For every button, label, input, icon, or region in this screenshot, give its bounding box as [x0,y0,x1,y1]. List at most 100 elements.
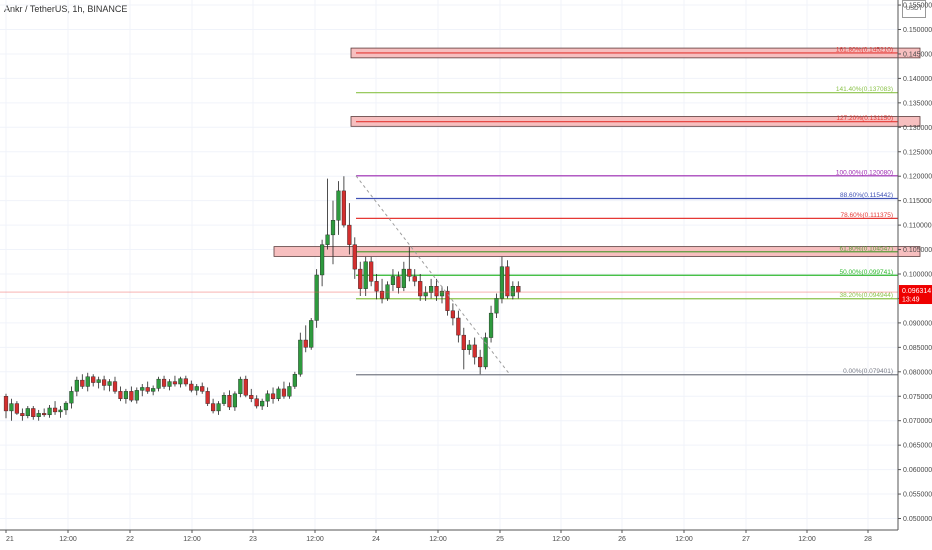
candle-body [194,386,199,391]
y-tick-label: 0.155000 [903,3,932,10]
candle-body [418,281,423,297]
y-axis: 0.050000 0.055000 0.060000 0.065000 0.070000… [897,0,932,530]
candle-body [472,344,477,358]
current-price-label: 0.096314 [902,288,931,295]
candle-body [123,391,128,399]
candle-body [118,391,123,399]
candle-body [478,356,483,368]
y-tick-label: 0.070000 [903,418,932,425]
candle-body [238,378,243,395]
candle-body [96,379,101,383]
x-tick-label: 12:00 [59,536,77,543]
fib-label: 88.60%(0.115442) [840,192,893,199]
candle-body [423,292,428,297]
candle-body [74,379,79,392]
candle-body [31,408,36,417]
candle-body [145,387,150,392]
candle-body [58,409,63,413]
candle-body [216,403,221,412]
candle-body [407,268,412,277]
candle-body [129,391,134,401]
candle-body [3,396,9,412]
y-tick-label: 0.075000 [903,394,932,401]
candle-body [91,376,96,383]
candle-body [396,276,401,288]
y-tick-label: 0.085000 [903,345,932,352]
candle-body [167,381,172,387]
x-tick-label: 24 [372,536,380,543]
fib-label: 50.00%(0.099741) [840,269,894,276]
candle-body [80,379,85,387]
candle-body [358,268,363,289]
candle-body [379,290,385,299]
candle-body [221,395,227,404]
fib-label: 100.00%(0.120080) [836,169,893,176]
candle-body [232,393,237,408]
x-tick-label: 23 [249,536,257,543]
currency-label: USDT [905,6,923,12]
candle-body [265,393,270,402]
candle-body [314,274,319,321]
x-tick-label: 21 [6,536,14,543]
candle-body [69,391,74,404]
candle-body [412,276,417,282]
fib-label: 78.60%(0.111375) [840,212,893,219]
candle-body [450,310,455,319]
currency-selector[interactable]: USDT [902,0,926,18]
candle-body [341,190,346,226]
candle-body [107,381,112,386]
y-tick-label: 0.120000 [903,174,932,181]
candle-body [401,268,406,288]
candle-body [140,387,145,391]
y-tick-label: 0.140000 [903,76,932,83]
candle-body [467,344,472,350]
x-tick-label: 12:00 [675,536,693,543]
y-tick-label: 0.125000 [903,149,932,156]
y-tick-label: 0.145000 [903,51,932,58]
candle-body [494,298,499,314]
candle-body [36,413,41,417]
candle-body [363,261,368,289]
candle-body [47,407,52,416]
candle-body [270,393,276,399]
candle-body [374,281,379,292]
candle-body [347,224,352,245]
overlay [0,175,898,376]
candle-body [189,383,194,391]
y-tick-label: 0.115000 [903,198,932,205]
y-tick-label: 0.080000 [903,369,932,376]
candle-body [178,378,183,385]
candle-body [156,378,161,389]
candle-body [499,266,505,299]
candle-body [112,381,118,392]
candle-body [134,390,139,401]
candle-body [205,391,210,404]
candle-body [260,400,265,407]
candle-body [287,386,292,397]
y-tick-label: 0.150000 [903,27,932,34]
fib-label: 127.20%(0.131150) [836,115,893,122]
candle-body [42,413,47,416]
candle-body [9,403,14,412]
x-tick-label: 12:00 [429,536,447,543]
candle-body [461,334,466,350]
fib-label: 0.00%(0.079401) [843,368,893,375]
candle-body [352,244,357,270]
candle-body [183,378,188,385]
x-tick-label: 27 [742,536,750,543]
candle-body [336,190,341,221]
x-tick-label: 28 [864,536,872,543]
candle-body [330,220,336,236]
chart-title: Ankr / TetherUS, 1h, BINANCE [4,4,128,14]
fib-levels: 0.00%(0.079401) 38.20%(0.094944) 50.00%(0.… [356,46,898,376]
candle-body [320,244,325,276]
fib-label: 61.80%(0.104547) [840,245,894,252]
candle-body [249,395,254,399]
candle-body [516,286,521,293]
y-tick-label: 0.090000 [903,320,932,327]
candle-body [369,261,374,282]
candle-body [210,403,216,412]
y-tick-label: 0.135000 [903,100,932,107]
x-axis: 21 12:00 22 12:00 23 12:00 24 12:00 25 12:00 26 12:… [0,529,898,543]
